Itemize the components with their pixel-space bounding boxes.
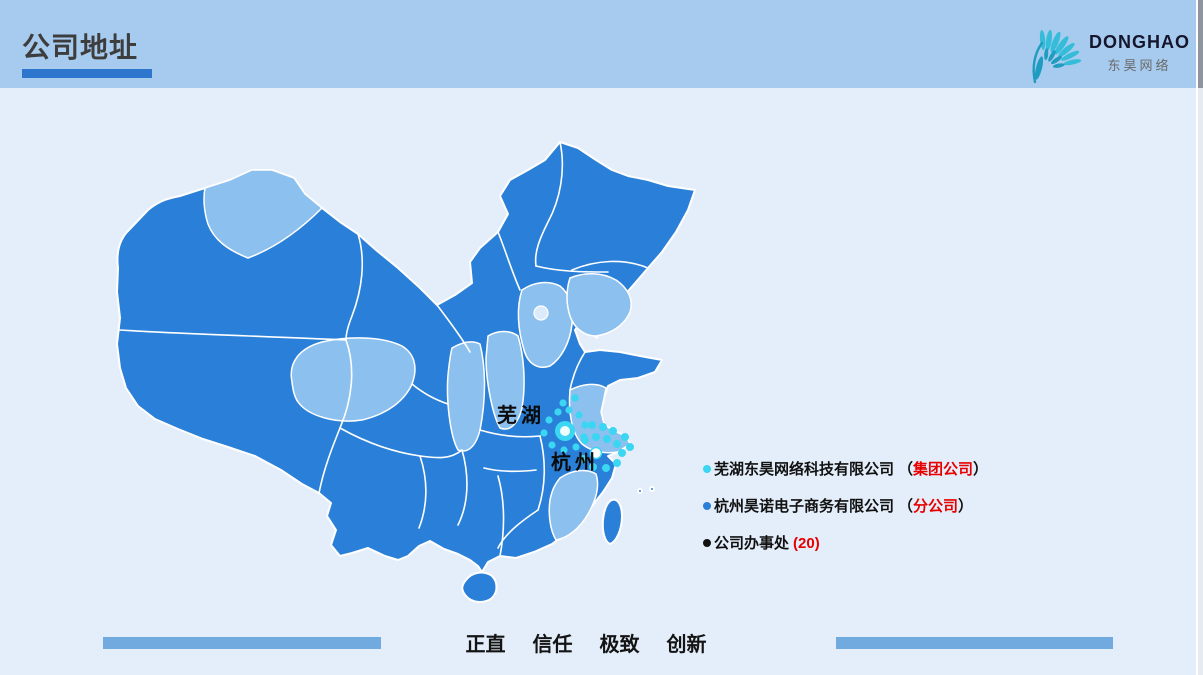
small-island	[649, 486, 655, 492]
decor-bar-right	[836, 637, 1113, 649]
legend-bullet-black	[703, 538, 711, 547]
motto-word: 创新	[666, 634, 707, 656]
island-taiwan	[601, 498, 623, 545]
province-beijing	[533, 305, 549, 321]
window-edge	[1196, 0, 1203, 675]
page-title: 公司地址	[22, 32, 139, 63]
slide-header: 公司地址	[0, 0, 1203, 88]
company-logo: DONGHAO 东昊网络	[1029, 4, 1189, 84]
legend: 芜湖东昊网络科技有限公司 （集团公司） 杭州昊诺电子商务有限公司 （分公司） 公司办…	[703, 460, 988, 571]
province-liaoning	[566, 273, 632, 337]
province-north-xinjiang	[203, 169, 323, 259]
province-shanxi	[485, 330, 525, 430]
province-shaanxi	[446, 341, 486, 452]
feather-fan-icon	[1032, 29, 1082, 84]
legend-item-offices: 公司办事处 (20)	[703, 534, 988, 552]
small-island	[637, 488, 643, 494]
motto-word: 正直	[465, 634, 506, 656]
legend-bullet-cyan	[703, 464, 711, 473]
legend-item-branch-company: 杭州昊诺电子商务有限公司 （分公司）	[703, 497, 988, 515]
company-motto: 正直 信任 极致 创新	[436, 628, 736, 657]
legend-text: 公司办事处 (20)	[714, 535, 820, 552]
title-underline	[22, 69, 152, 78]
legend-text: 芜湖东昊网络科技有限公司 （集团公司）	[714, 461, 989, 478]
map-label-hangzhou: 杭州	[551, 452, 599, 474]
location-markers	[540, 394, 634, 472]
motto-word: 信任	[532, 634, 573, 656]
logo-text: DONGHAO 东昊网络	[1089, 32, 1190, 74]
province-fujian	[548, 469, 599, 541]
legend-text: 杭州昊诺电子商务有限公司 （分公司）	[714, 498, 974, 515]
motto-word: 极致	[599, 634, 640, 656]
legend-bullet-blue	[703, 501, 711, 510]
map-label-wuhu: 芜湖	[497, 405, 545, 427]
window-edge-header	[1196, 0, 1203, 88]
province-hebei	[517, 281, 574, 368]
island-hainan	[461, 571, 498, 603]
legend-item-group-company: 芜湖东昊网络科技有限公司 （集团公司）	[703, 460, 989, 478]
logo-name: DONGHAO	[1089, 32, 1190, 52]
decor-bar-left	[103, 637, 381, 649]
logo-subtitle: 东昊网络	[1107, 58, 1172, 73]
title-wrap: 公司地址	[22, 26, 152, 78]
